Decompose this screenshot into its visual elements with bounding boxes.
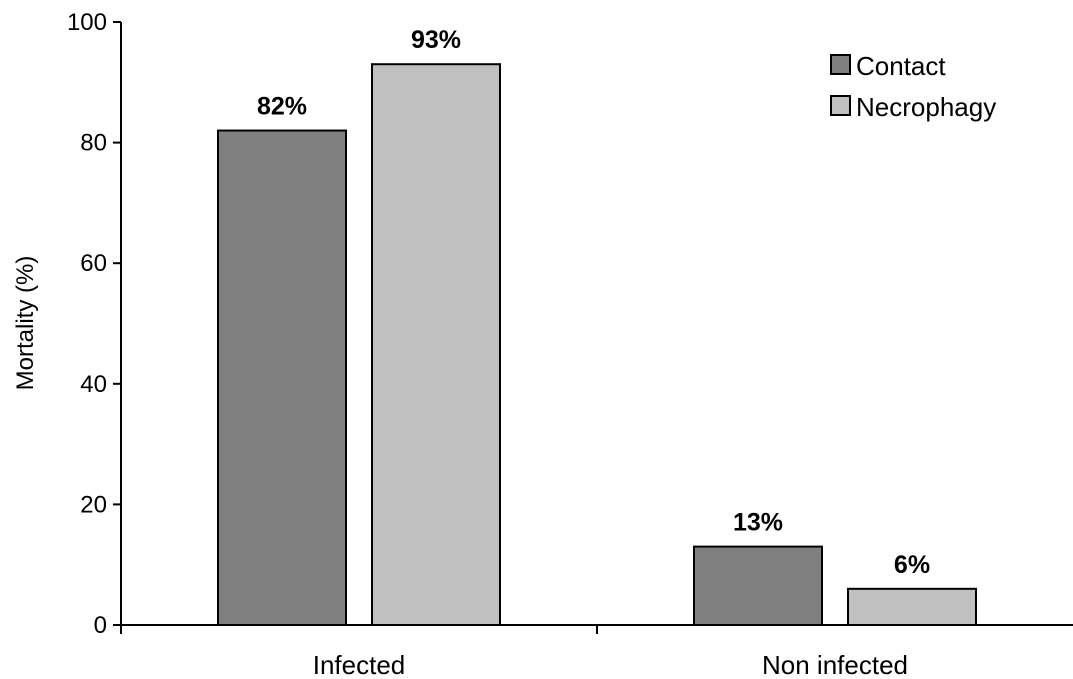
legend-swatch-contact bbox=[830, 54, 851, 75]
bar-necrophagy-infected bbox=[371, 63, 501, 626]
data-label: 93% bbox=[411, 26, 461, 54]
y-tick-label: 100 bbox=[67, 9, 107, 36]
y-tick-label: 80 bbox=[80, 130, 107, 157]
bar-contact-non-infected bbox=[693, 545, 823, 626]
data-label: 82% bbox=[257, 93, 307, 121]
bar-necrophagy-non-infected bbox=[847, 587, 977, 627]
x-category-label: Infected bbox=[313, 650, 406, 679]
y-tick-label: 60 bbox=[80, 250, 107, 277]
y-tick-label: 20 bbox=[80, 491, 107, 518]
legend-label-contact: Contact bbox=[856, 51, 946, 81]
legend-swatch-necrophagy bbox=[830, 95, 851, 116]
x-category-label: Non infected bbox=[762, 650, 908, 679]
y-tick-label: 0 bbox=[94, 612, 107, 639]
x-ticks: Infected Non infected bbox=[120, 625, 908, 679]
y-tick-label: 40 bbox=[80, 371, 107, 398]
data-label: 6% bbox=[894, 551, 930, 579]
y-axis-title: Mortality (%) bbox=[12, 256, 39, 391]
bar-contact-infected bbox=[217, 129, 347, 626]
legend: Contact Necrophagy bbox=[830, 51, 996, 122]
legend-label-necrophagy: Necrophagy bbox=[856, 92, 996, 122]
y-ticks: 0 20 40 60 80 100 bbox=[67, 9, 121, 639]
bars: 82% 93% 13% 6% bbox=[217, 26, 977, 627]
data-label: 13% bbox=[733, 509, 783, 537]
